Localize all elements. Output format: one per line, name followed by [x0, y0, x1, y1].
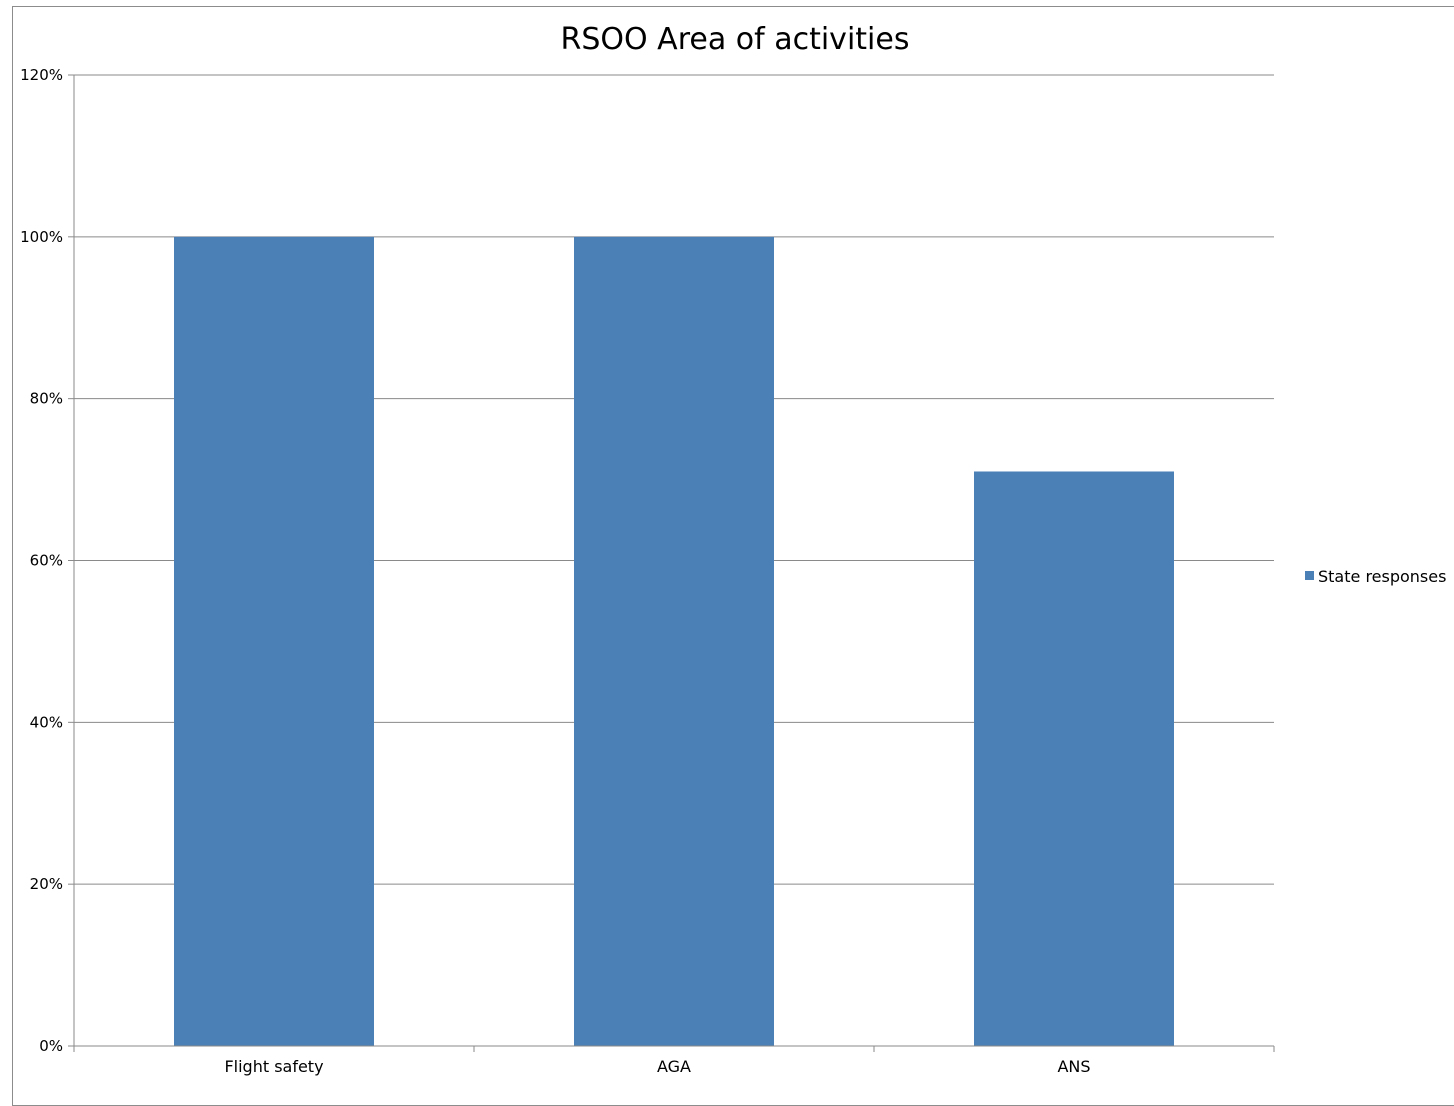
- y-tick-labels: 0% 20% 40% 60% 80% 100% 120%: [20, 66, 63, 1055]
- bar: [974, 471, 1174, 1046]
- x-tick-label: Flight safety: [224, 1057, 323, 1076]
- y-tick-label: 20%: [30, 875, 63, 893]
- x-tick-label: AGA: [657, 1057, 691, 1076]
- y-tick-label: 100%: [20, 228, 63, 246]
- legend: State responses: [1305, 567, 1446, 586]
- bar: [574, 236, 774, 1047]
- y-tick-label: 80%: [30, 390, 63, 408]
- y-tick-label: 120%: [20, 66, 63, 84]
- x-tick-label: ANS: [1057, 1057, 1090, 1076]
- y-tick-label: 40%: [30, 713, 63, 731]
- y-tick-label: 60%: [30, 552, 63, 570]
- x-tick-labels: Flight safety AGA ANS: [224, 1057, 1090, 1076]
- y-tick-label: 0%: [39, 1037, 63, 1055]
- legend-swatch: [1305, 571, 1314, 580]
- legend-label: State responses: [1318, 567, 1446, 586]
- chart-title: RSOO Area of activities: [561, 22, 910, 57]
- bars: [174, 236, 1174, 1047]
- axes: [73, 75, 1275, 1052]
- bar: [174, 236, 374, 1047]
